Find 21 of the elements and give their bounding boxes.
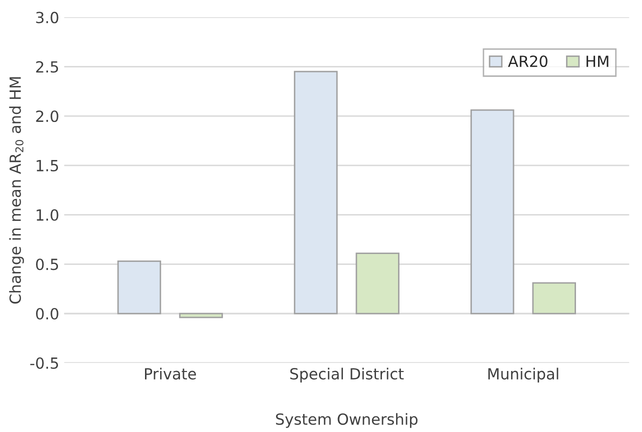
legend-label: AR20 xyxy=(508,55,548,68)
bar xyxy=(117,260,162,314)
x-tick-label: Special District xyxy=(290,368,404,383)
bar xyxy=(470,109,514,314)
y-tick-label: 0.5 xyxy=(36,258,58,270)
y-tick-label: 2.0 xyxy=(36,110,58,122)
y-tick-label: 3.0 xyxy=(36,12,58,24)
y-axis-title: Change in mean AR$_{20}$ and HM xyxy=(9,77,24,304)
bar xyxy=(294,70,338,314)
y-tick-label: -0.5 xyxy=(30,357,58,369)
x-tick-label: Municipal xyxy=(488,368,558,383)
y-tick-label: 2.5 xyxy=(36,61,58,73)
bar xyxy=(179,312,223,318)
legend-label: HM xyxy=(586,56,608,67)
bar xyxy=(356,252,400,314)
x-axis-title: System Ownership xyxy=(276,413,418,428)
bar xyxy=(532,282,576,314)
y-tick-label: 1.5 xyxy=(36,160,58,172)
y-tick-label: 0.0 xyxy=(36,308,58,320)
y-tick-label: 1.0 xyxy=(36,209,58,221)
x-tick-label: Private xyxy=(144,368,196,380)
